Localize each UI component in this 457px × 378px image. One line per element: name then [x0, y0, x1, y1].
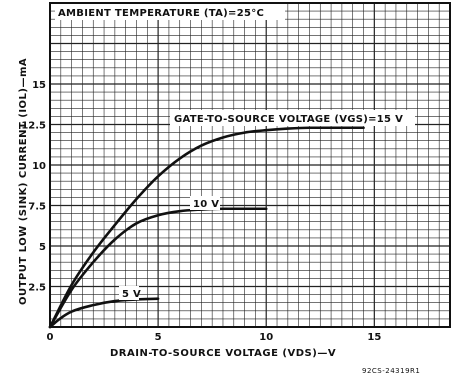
x-axis-label: DRAIN-TO-SOURCE VOLTAGE (VDS)—V [110, 348, 336, 359]
y-axis-label: OUTPUT LOW (SINK) CURRENT (IOL)—mA [18, 58, 29, 305]
y-tick-label: 10 [32, 161, 46, 172]
y-tick-label: 2.5 [28, 283, 46, 294]
series-label-backdrop-5v [119, 286, 139, 300]
chart-title: AMBIENT TEMPERATURE (TA)=25°C [58, 8, 264, 19]
series-label-backdrop-15v [170, 110, 415, 126]
y-tick-label: 12.5 [21, 121, 46, 132]
series-label-10v: 10 V [193, 199, 219, 210]
y-tick-label: 5 [39, 242, 46, 253]
series-label-backdrop-10v [190, 196, 220, 210]
grid [49, 2, 451, 328]
figure-code: 92CS-24319R1 [362, 367, 420, 375]
series-label-15v: GATE-TO-SOURCE VOLTAGE (VGS)=15 V [174, 114, 403, 125]
series-label-5v: 5 V [122, 289, 141, 300]
x-tick-label: 0 [47, 332, 54, 343]
plot-frame [49, 2, 451, 328]
y-tick-label: 7.5 [28, 202, 46, 213]
x-tick-label: 10 [259, 332, 273, 343]
title-backdrop [55, 4, 285, 20]
x-tick-label: 5 [155, 332, 162, 343]
y-tick-label: 15 [32, 80, 46, 91]
series-line-vgs-15v [48, 126, 365, 329]
x-tick-label: 15 [367, 332, 381, 343]
tick-labels: 0 5 10 15 2.5 5 7.5 10 12.5 15 [21, 80, 381, 343]
